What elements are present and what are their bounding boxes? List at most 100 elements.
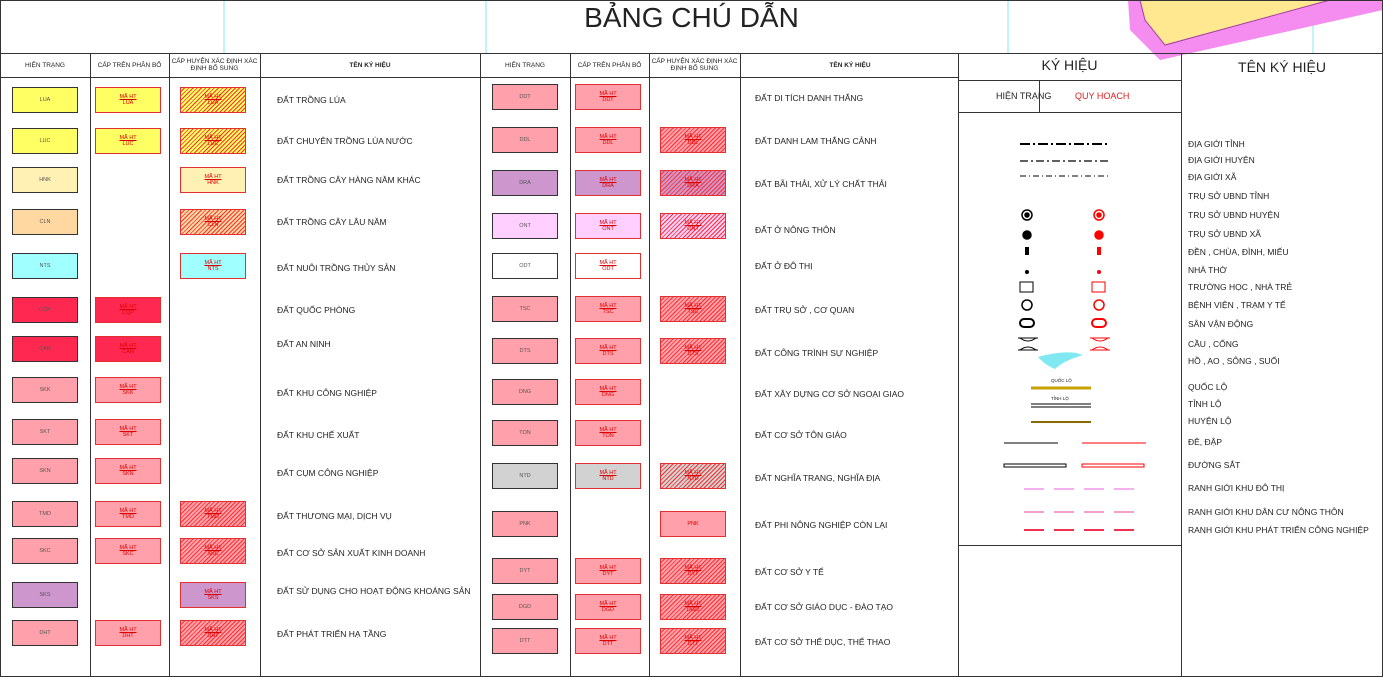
mark-label: MÃ HT <box>684 565 702 571</box>
column-header: HIỆN TRẠNG <box>505 61 545 69</box>
mark-label: MÃ HT <box>599 565 617 571</box>
district-box: MÃ HT LUC <box>180 128 246 154</box>
mark-label: MÃ HT <box>204 589 222 595</box>
current-box: HNK <box>12 167 78 193</box>
symbol-name: HUYỆN LỘ <box>1188 416 1232 426</box>
code: SKT <box>122 432 134 438</box>
code: LUA <box>122 100 134 106</box>
code: DRA <box>602 183 614 189</box>
symbol-name: ĐỊA GIỚI TỈNH <box>1188 139 1245 149</box>
upper-box: MÃ HT DDL <box>575 127 641 153</box>
code: DRA <box>687 183 699 189</box>
current-box: ODT <box>492 253 558 279</box>
code: PNK <box>687 521 699 527</box>
mark-label: MÃ HT <box>204 545 222 551</box>
symbol-title: KÝ HIỆU <box>1041 57 1098 73</box>
land-name: ĐẤT TRỤ SỞ , CƠ QUAN <box>755 305 855 315</box>
rule <box>958 112 1181 113</box>
symbol-name: ĐÊ, ĐẬP <box>1188 437 1223 447</box>
symbol-name: BỆNH VIỆN , TRẠM Y TẾ <box>1188 300 1286 310</box>
land-name: ĐẤT TRỒNG CÂY LÂU NĂM <box>277 217 387 227</box>
code: TSC <box>602 309 614 315</box>
code: DTT <box>687 641 699 647</box>
mark-label: MÃ HT <box>119 426 137 432</box>
land-name: ĐẤT PHÁT TRIỂN HẠ TẦNG <box>277 629 387 639</box>
title: BẢNG CHÚ DẪN <box>584 2 799 33</box>
current-box: LUA <box>12 87 78 113</box>
land-name: ĐẤT CƠ SỞ THỂ DỤC, THỂ THAO <box>755 637 891 647</box>
mark-label: MÃ HT <box>599 635 617 641</box>
district-box: MÃ HT DGD <box>660 594 726 620</box>
district-box: MÃ HT DHT <box>180 620 246 646</box>
symbol-name: TRỤ SỞ UBND XÃ <box>1188 229 1261 239</box>
code: TSC <box>687 309 699 315</box>
mark-label: MÃ HT <box>599 134 617 140</box>
column-rule <box>260 53 261 677</box>
column-rule <box>90 53 91 677</box>
code: PNK <box>519 521 531 527</box>
upper-box: MÃ HT SKK <box>95 377 161 403</box>
mark-label: MÃ HT <box>204 508 222 514</box>
land-name: ĐẤT TRỒNG CÂY HÀNG NĂM KHÁC <box>277 175 421 185</box>
rule <box>958 545 1181 546</box>
upper-box: MÃ HT TSC <box>575 296 641 322</box>
mark-label: MÃ HT <box>684 345 702 351</box>
current-box: DNG <box>492 379 558 405</box>
road-label: TỈNH LỘ <box>1051 396 1069 401</box>
code: CLN <box>207 222 219 228</box>
code: CQP <box>39 307 51 313</box>
upper-box: MÃ HT DGD <box>575 594 641 620</box>
code: SKK <box>122 390 134 396</box>
land-name: ĐẤT CƠ SỞ TÔN GIÁO <box>755 430 847 440</box>
code: DDL <box>602 140 614 146</box>
current-box: DTS <box>492 338 558 364</box>
code: LUC <box>207 141 219 147</box>
code: DTS <box>602 351 614 357</box>
symbol-name: RANH GIỚI KHU DÂN CƯ NÔNG THÔN <box>1188 507 1344 517</box>
mark-label: MÃ HT <box>204 627 222 633</box>
land-name: ĐẤT CHUYÊN TRỒNG LÚA NƯỚC <box>277 136 413 146</box>
land-name: ĐẤT DANH LAM THẮNG CẢNH <box>755 136 877 146</box>
upper-box: MÃ HT DTS <box>575 338 641 364</box>
district-box: PNK <box>660 511 726 537</box>
column-header: CẤP HUYỆN XÁC ĐỊNH XÁC ĐỊNH BỔ SUNG <box>171 58 258 72</box>
upper-box: MÃ HT DTT <box>575 628 641 654</box>
mark-label: MÃ HT <box>119 627 137 633</box>
code: DTT <box>602 641 614 647</box>
mark-label: MÃ HT <box>599 177 617 183</box>
symbol-name: QUỐC LỘ <box>1188 382 1228 392</box>
symbol-name: ĐỊA GIỚI XÃ <box>1188 172 1237 182</box>
code: LUA <box>39 97 51 103</box>
symbol-name: HỒ , AO , SÔNG , SUỐI <box>1188 356 1280 366</box>
mark-label: MÃ HT <box>599 601 617 607</box>
code: TON <box>602 433 614 439</box>
code: DDT <box>519 94 531 100</box>
code: DDL <box>519 137 531 143</box>
code: DNG <box>601 392 615 398</box>
code: NTS <box>207 266 219 272</box>
code: DYT <box>602 571 614 577</box>
current-box: DHT <box>12 620 78 646</box>
mark-label: MÃ HT <box>204 135 222 141</box>
code: HNK <box>39 177 51 183</box>
upper-box: MÃ HT CAN <box>95 336 161 362</box>
code: SKK <box>39 387 51 393</box>
district-box: MÃ HT SKC <box>180 538 246 564</box>
symbol-name: CẦU , CỐNG <box>1188 339 1239 349</box>
upper-box: MÃ HT SKC <box>95 538 161 564</box>
district-box: MÃ HT DTT <box>660 628 726 654</box>
code: CAN <box>122 349 134 355</box>
mark-label: MÃ HT <box>204 216 222 222</box>
district-box: MÃ HT SKS <box>180 582 246 608</box>
district-box: MÃ HT TMD <box>180 501 246 527</box>
column-header: CẤP HUYỆN XÁC ĐỊNH XÁC ĐỊNH BỔ SUNG <box>651 58 738 72</box>
symbol-name: RANH GIỚI KHU ĐÔ THỊ <box>1188 483 1285 493</box>
code: ONT <box>687 226 699 232</box>
mark-label: MÃ HT <box>684 303 702 309</box>
code: CQP <box>122 310 134 316</box>
mark-label: MÃ HT <box>204 94 222 100</box>
mark-label: MÃ HT <box>204 174 222 180</box>
land-name: ĐẤT SỬ DỤNG CHO HOẠT ĐỘNG KHOÁNG SẢN <box>277 586 471 596</box>
column-rule <box>570 53 571 677</box>
district-box: MÃ HT TSC <box>660 296 726 322</box>
